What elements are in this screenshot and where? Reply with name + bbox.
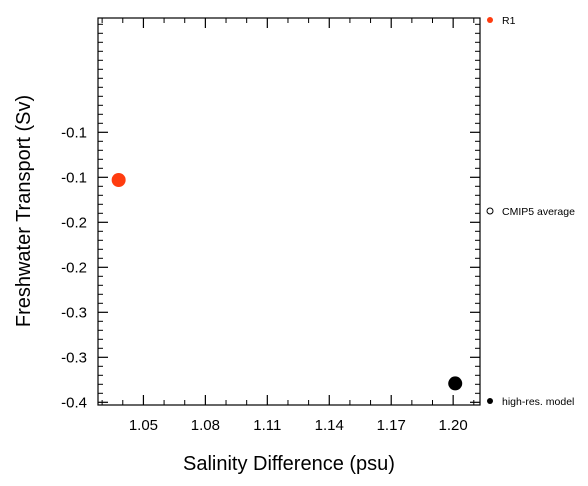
legend-label: CMIP5 average <box>502 206 575 218</box>
plot-frame <box>97 17 481 406</box>
x-tick-label: 1.17 <box>377 417 406 434</box>
x-tick-label: 1.14 <box>315 417 344 434</box>
y-axis-title: Freshwater Transport (Sv) <box>13 95 35 327</box>
y-tick-label: -0.4 <box>61 394 87 411</box>
data-point <box>111 173 126 187</box>
y-tick-label: -0.3 <box>61 349 87 366</box>
x-tick-label: 1.20 <box>439 417 468 434</box>
legend: R1 CMIP5 average high-res. model <box>486 15 575 408</box>
x-axis-title: Salinity Difference (psu) <box>183 453 395 475</box>
x-tick-label: 1.11 <box>253 417 281 434</box>
y-tick-label: -0.3 <box>61 304 87 321</box>
x-axis-ticks: 1.05 1.08 1.11 1.14 1.17 1.20 <box>101 18 475 434</box>
data-points <box>111 173 463 391</box>
y-tick-label: -0.1 <box>61 169 87 186</box>
y-axis-ticks: -0.4 -0.3 -0.3 -0.2 -0.2 -0.1 -0.1 <box>61 23 480 411</box>
legend-marker <box>486 207 494 215</box>
data-point <box>448 376 463 391</box>
legend-marker <box>487 17 493 23</box>
legend-label: high-res. model <box>502 396 574 408</box>
y-tick-label: -0.2 <box>61 214 87 231</box>
x-tick-label: 1.05 <box>129 417 158 434</box>
y-tick-label: -0.1 <box>61 124 87 141</box>
x-tick-label: 1.08 <box>191 417 220 434</box>
legend-label: R1 <box>502 15 516 27</box>
legend-marker <box>487 398 493 404</box>
y-tick-label: -0.2 <box>61 259 87 276</box>
